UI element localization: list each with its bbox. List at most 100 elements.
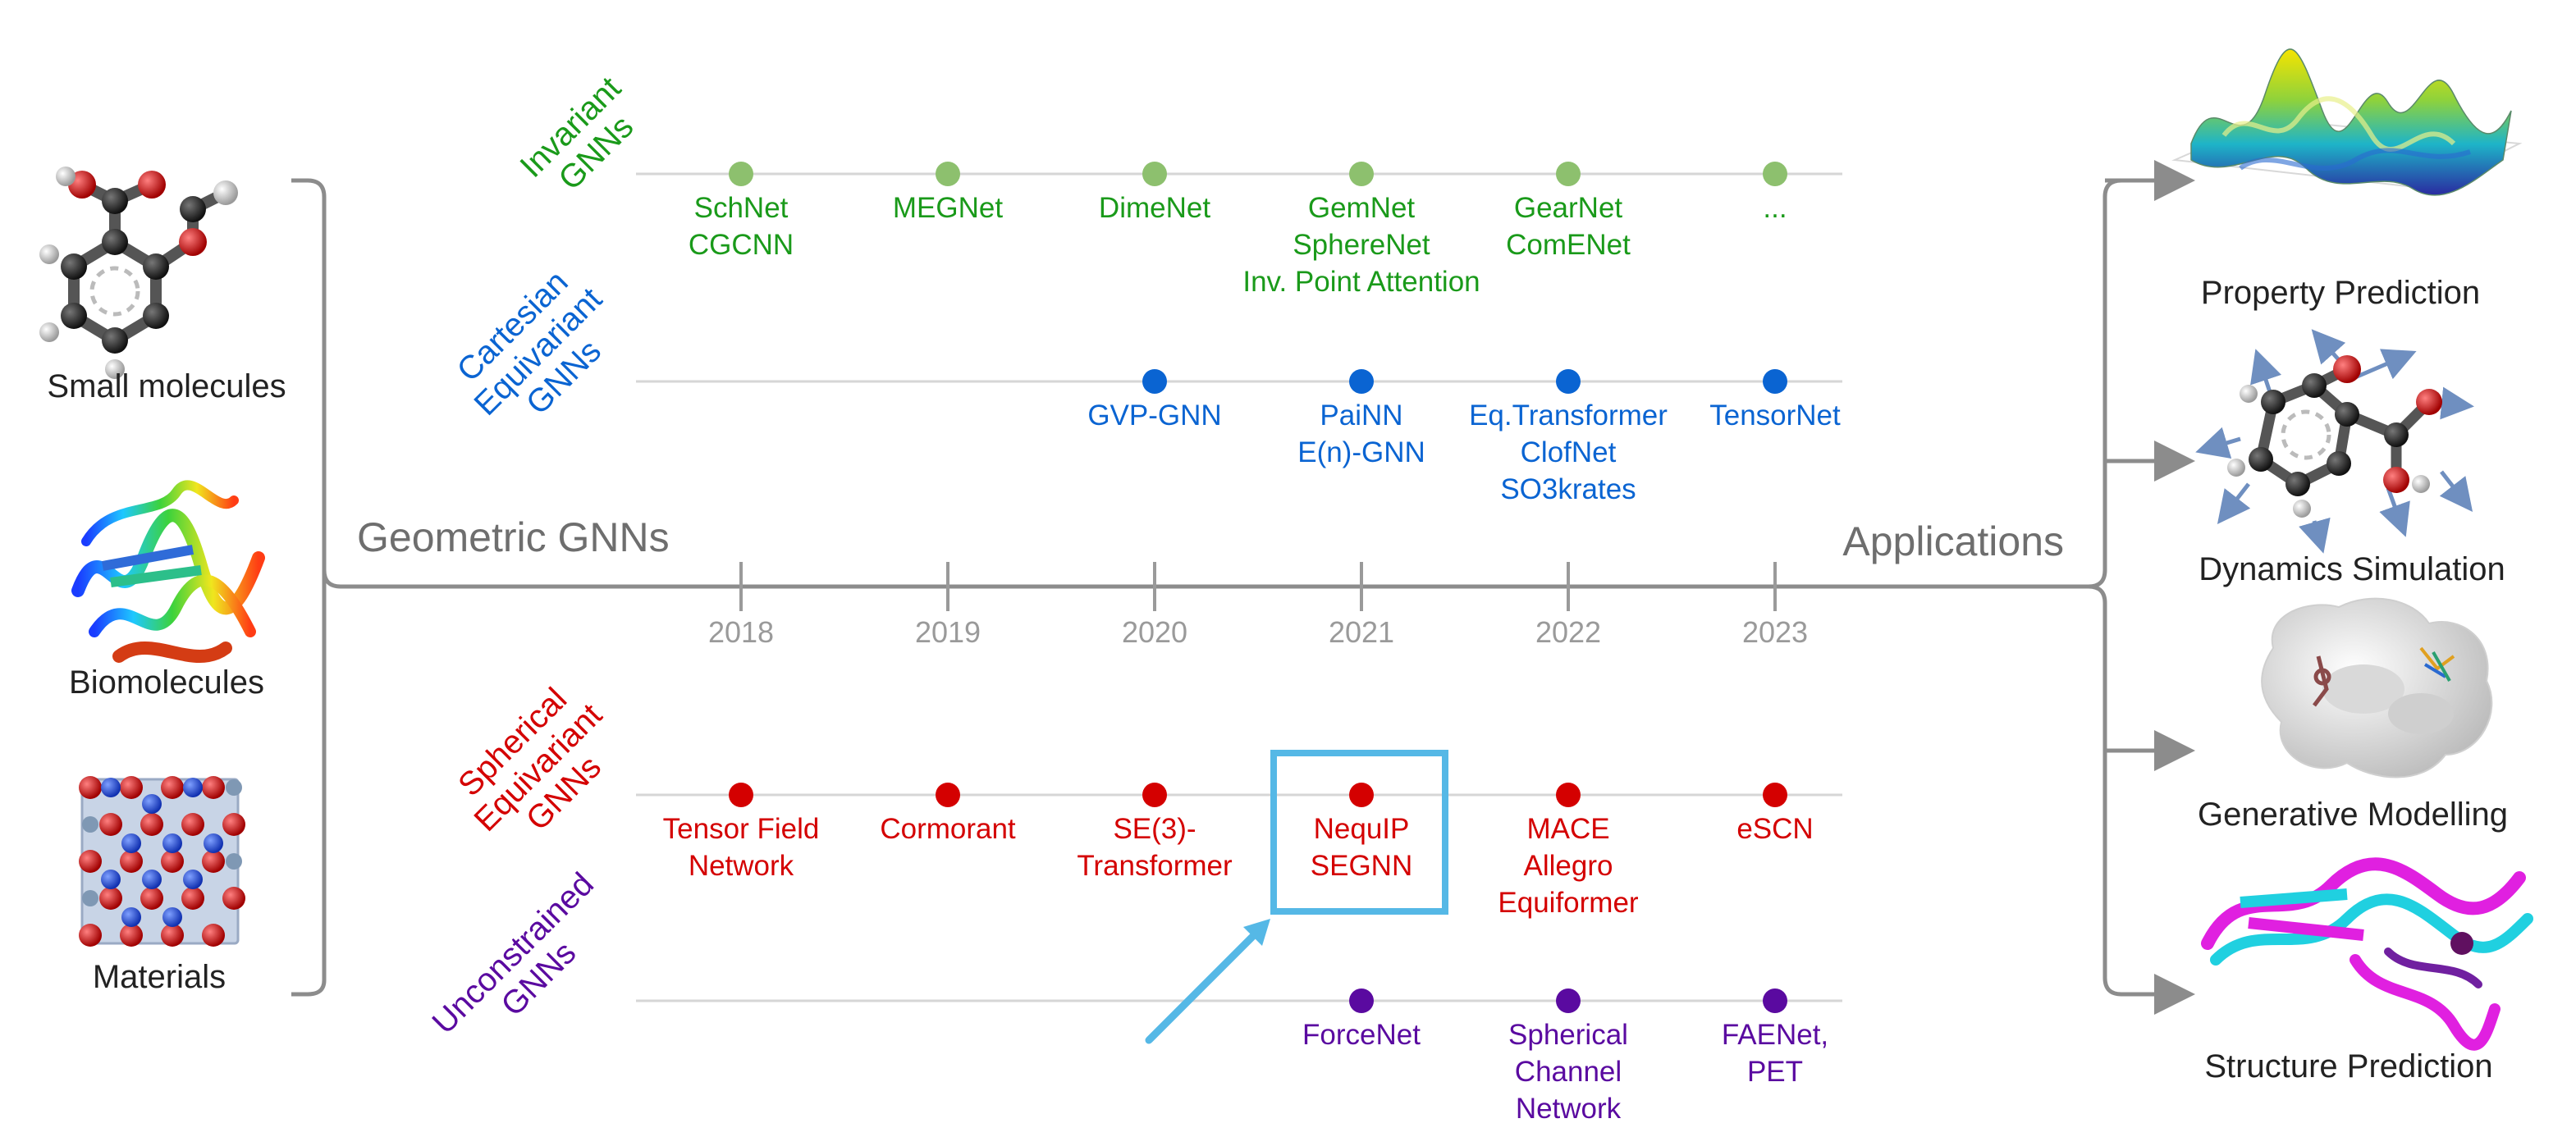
model-names-spherical-2021: NequIP SEGNN [1311, 813, 1412, 882]
year-label-2021: 2021 [1329, 615, 1394, 649]
timeline-dot-unconstrained-2022 [1556, 988, 1581, 1013]
timeline-dot-cartesian-2021 [1349, 369, 1374, 394]
app-label-dynamics-simulation: Dynamics Simulation [2199, 551, 2505, 587]
timeline-dot-invariant-2023 [1763, 162, 1787, 186]
timeline-dot-spherical-2018 [729, 783, 753, 807]
model-name: ... [1763, 192, 1787, 224]
model-names-invariant-2018: SchNet CGCNN [689, 192, 794, 261]
model-name: GemNet [1308, 192, 1416, 224]
model-name: PaiNN [1320, 400, 1402, 431]
model-name: CGCNN [689, 229, 794, 261]
model-name: ComENet [1506, 229, 1631, 261]
model-name: DimeNet [1099, 192, 1210, 224]
model-names-cartesian-2023: TensorNet [1709, 400, 1841, 431]
model-name: SchNet [694, 192, 789, 224]
timeline-dot-spherical-2022 [1556, 783, 1581, 807]
model-name: SE(3)- [1113, 813, 1196, 845]
app-label-generative-modelling: Generative Modelling [2198, 797, 2508, 833]
model-names-unconstrained-2021: ForceNet [1302, 1019, 1421, 1051]
year-label-2023: 2023 [1742, 615, 1808, 649]
row-label-invariant: InvariantGNNs [513, 70, 653, 210]
model-name: NequIP [1314, 813, 1410, 845]
model-name: GearNet [1514, 192, 1623, 224]
model-name: SEGNN [1311, 850, 1412, 882]
model-name: Inv. Point Attention [1242, 266, 1480, 298]
model-name: PET [1747, 1056, 1803, 1088]
year-axis: 2018 2019 2020 2021 2022 2023 [708, 562, 1808, 649]
applications-title: Applications [1842, 518, 2064, 564]
year-label-2020: 2020 [1122, 615, 1187, 649]
row-label-spherical: SphericalEquivariantGNNs [442, 671, 634, 864]
model-name: eSCN [1736, 813, 1813, 845]
model-names-cartesian-2022: Eq.Transformer ClofNet SO3krates [1469, 400, 1668, 505]
small-molecule-icon [39, 167, 238, 379]
model-name: Allegro [1524, 850, 1613, 882]
model-name: Spherical [1508, 1019, 1628, 1051]
highlight-arrow [1145, 919, 1270, 1044]
model-names-unconstrained-2022: Spherical Channel Network [1508, 1019, 1628, 1125]
protein-surface-icon [2261, 597, 2493, 778]
model-names-spherical-2020: SE(3)- Transformer [1077, 813, 1233, 882]
model-name: SO3krates [1500, 473, 1636, 505]
model-name: ClofNet [1521, 436, 1617, 468]
model-name: Network [689, 850, 794, 882]
rows-layer: InvariantGNNs SchNet CGCNN MEGNet DimeNet Gem… [426, 70, 1842, 1125]
model-name: MEGNet [893, 192, 1003, 224]
model-names-spherical-2023: eSCN [1736, 813, 1813, 845]
model-names-spherical-2018: Tensor Field Network [663, 813, 820, 882]
app-label-property-prediction: Property Prediction [2201, 275, 2480, 311]
left-item-label-biomolecules: Biomolecules [69, 664, 264, 701]
year-label-2022: 2022 [1535, 615, 1601, 649]
model-names-invariant-2020: DimeNet [1099, 192, 1210, 224]
timeline-dot-unconstrained-2021 [1349, 988, 1374, 1013]
left-item-label-materials: Materials [93, 959, 226, 995]
model-names-cartesian-2020: GVP-GNN [1087, 400, 1221, 431]
timeline-dot-spherical-2020 [1142, 783, 1167, 807]
model-name: Network [1516, 1093, 1622, 1125]
model-name: MACE [1526, 813, 1609, 845]
highlight-box-nequip-segnn [1270, 750, 1448, 915]
model-name: ForceNet [1302, 1019, 1421, 1051]
row-label-cartesian: CartesianEquivariantGNNs [442, 255, 634, 448]
model-name: Eq.Transformer [1469, 400, 1668, 431]
model-names-invariant-2023: ... [1763, 192, 1787, 224]
model-names-cartesian-2021: PaiNN E(n)-GNN [1297, 400, 1425, 468]
timeline-dot-invariant-2019 [936, 162, 960, 186]
model-names-invariant-2019: MEGNet [893, 192, 1003, 224]
timeline-dot-unconstrained-2023 [1763, 988, 1787, 1013]
model-name: Tensor Field [663, 813, 820, 845]
row-label-unconstrained: UnconstrainedGNNs [426, 866, 627, 1067]
app-label-structure-prediction: Structure Prediction [2204, 1048, 2492, 1084]
protein-structure-icon [2201, 857, 2533, 1051]
timeline-dot-cartesian-2023 [1763, 369, 1787, 394]
timeline-dot-invariant-2021 [1349, 162, 1374, 186]
model-names-spherical-2019: Cormorant [880, 813, 1016, 845]
timeline-dot-spherical-2023 [1763, 783, 1787, 807]
model-name: Transformer [1077, 850, 1233, 882]
year-label-2019: 2019 [915, 615, 981, 649]
model-names-invariant-2021: GemNet SphereNet Inv. Point Attention [1242, 192, 1480, 298]
model-names-unconstrained-2023: FAENet, PET [1722, 1019, 1828, 1088]
timeline-dot-invariant-2018 [729, 162, 753, 186]
timeline-dot-spherical-2021 [1349, 783, 1374, 807]
model-name: FAENet, [1722, 1019, 1828, 1051]
geometric-gnns-title: Geometric GNNs [357, 514, 670, 560]
molecule-forces-icon [2195, 329, 2474, 554]
row-lines [636, 172, 1842, 1002]
year-label-2018: 2018 [708, 615, 774, 649]
model-names-invariant-2022: GearNet ComENet [1506, 192, 1631, 261]
timeline-dot-spherical-2019 [936, 783, 960, 807]
model-name: E(n)-GNN [1297, 436, 1425, 468]
model-name: TensorNet [1709, 400, 1841, 431]
timeline-dot-cartesian-2022 [1556, 369, 1581, 394]
model-name: GVP-GNN [1087, 400, 1221, 431]
timeline-frame [291, 160, 2195, 1015]
model-name: Cormorant [880, 813, 1016, 845]
timeline-dot-cartesian-2020 [1142, 369, 1167, 394]
timeline-dot-invariant-2020 [1142, 162, 1167, 186]
protein-ribbon-icon [71, 480, 265, 663]
energy-surface-icon [2171, 48, 2523, 196]
model-names-spherical-2022: MACE Allegro Equiformer [1498, 813, 1639, 919]
model-name: Equiformer [1498, 887, 1639, 919]
